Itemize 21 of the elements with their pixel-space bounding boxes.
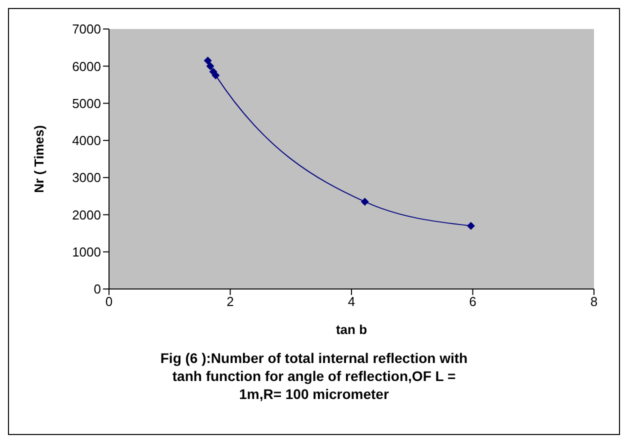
point xyxy=(360,198,369,206)
y-tick-label: 7000 xyxy=(72,22,101,37)
text: Fig (6 ):Number of total internal reflection with tanh function for angle of reflection,OF L = 1m,R= 100 micrometer xyxy=(159,349,469,403)
y-tick-label: 4000 xyxy=(72,133,101,148)
point xyxy=(204,56,212,65)
x-tick-label: 6 xyxy=(469,294,476,310)
x-axis-title: tan b xyxy=(336,322,368,337)
y-tick-label: 0 xyxy=(94,282,101,297)
x-tick-label: 8 xyxy=(590,294,598,310)
y-tick-label: 5000 xyxy=(72,96,101,111)
y-axis-title: Nr ( Times) xyxy=(32,125,47,193)
x-tick-label: 4 xyxy=(348,294,356,310)
x-tick-label: 2 xyxy=(226,294,234,310)
x-tick-label: 0 xyxy=(105,294,113,310)
point xyxy=(206,62,214,70)
y-tick-label: 6000 xyxy=(72,58,101,74)
point xyxy=(466,222,475,230)
y-tick-label: 3000 xyxy=(72,170,101,186)
point xyxy=(212,71,220,80)
y-tick-label: 1000 xyxy=(72,244,101,260)
y-tick-label: 2000 xyxy=(72,207,101,222)
